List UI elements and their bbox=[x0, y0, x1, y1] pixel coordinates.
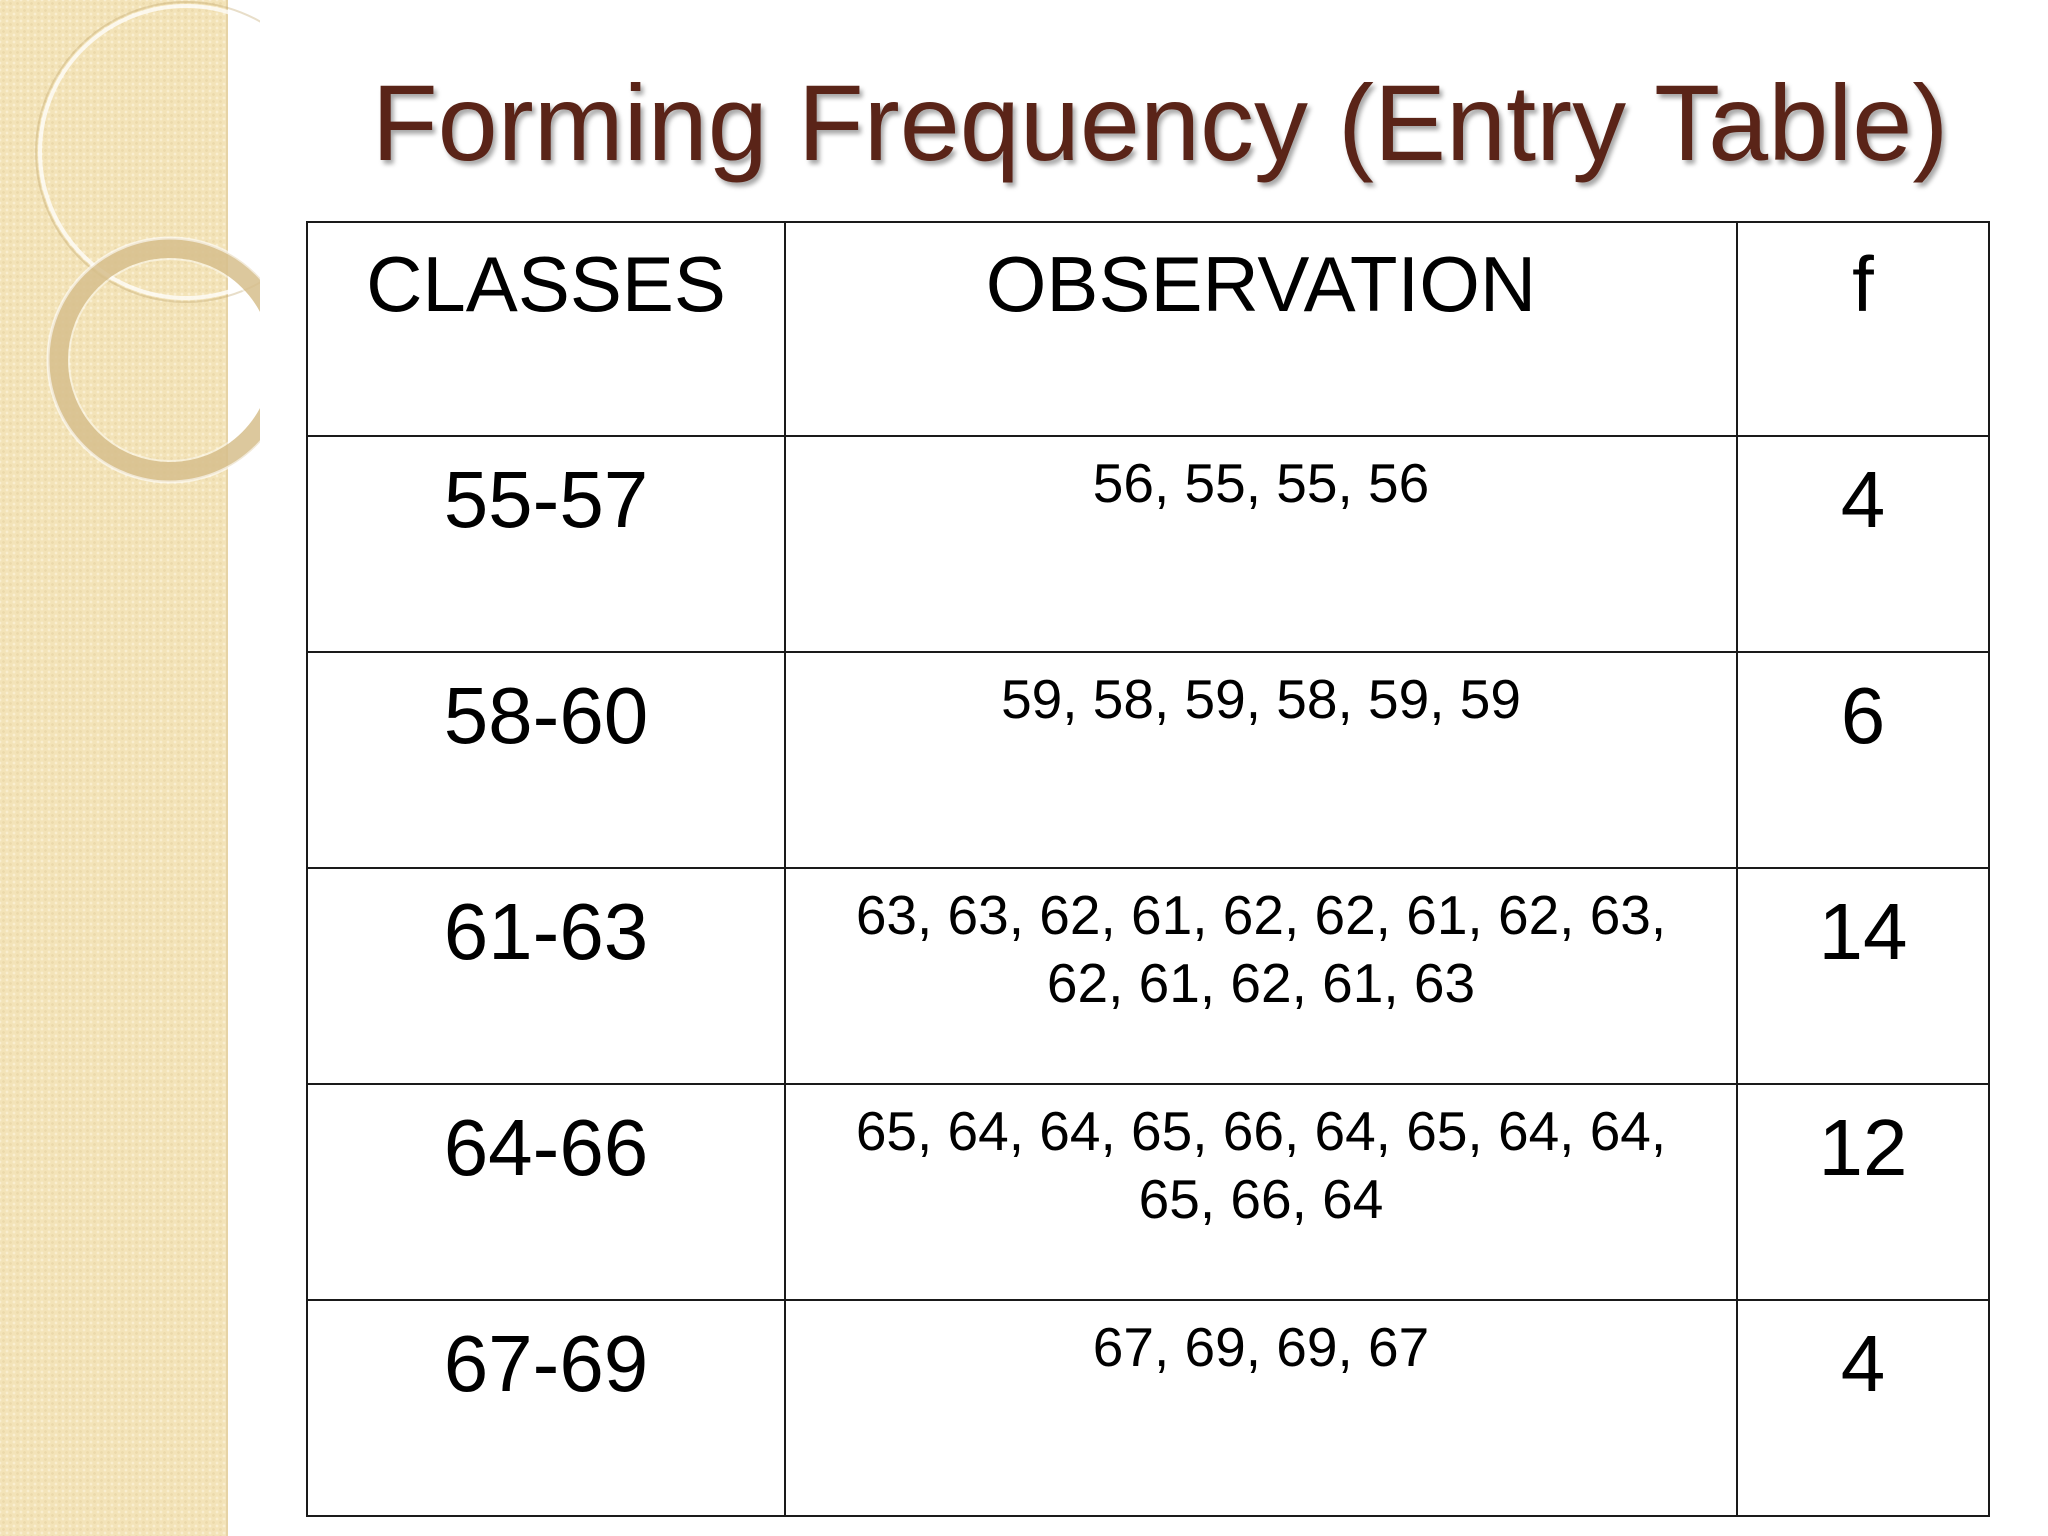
deco-ring-thick bbox=[48, 238, 260, 482]
frequency-table: CLASSES OBSERVATION f 55-57 56, 55, 55, … bbox=[306, 221, 1990, 1517]
class-cell: 58-60 bbox=[306, 651, 786, 869]
class-cell: 64-66 bbox=[306, 1083, 786, 1301]
table-row: 64-66 65, 64, 64, 65, 66, 64, 65, 64, 64… bbox=[306, 1083, 1990, 1301]
class-cell: 67-69 bbox=[306, 1299, 786, 1517]
frequency-cell: 6 bbox=[1736, 651, 1990, 869]
observation-cell: 59, 58, 59, 58, 59, 59 bbox=[784, 651, 1738, 869]
class-cell: 61-63 bbox=[306, 867, 786, 1085]
frequency-cell: 14 bbox=[1736, 867, 1990, 1085]
deco-ring-large-shadow bbox=[35, 1, 260, 303]
table-row: 58-60 59, 58, 59, 58, 59, 59 6 bbox=[306, 651, 1990, 869]
table-row: 55-57 56, 55, 55, 56 4 bbox=[306, 435, 1990, 653]
header-observation: OBSERVATION bbox=[784, 221, 1738, 437]
deco-ring-large bbox=[38, 4, 260, 300]
table-row: 67-69 67, 69, 69, 67 4 bbox=[306, 1299, 1990, 1517]
deco-ring-thick-inner bbox=[68, 258, 260, 462]
decorative-circles-graphic bbox=[35, 1, 260, 484]
class-cell: 55-57 bbox=[306, 435, 786, 653]
deco-ring-thick-highlight bbox=[46, 236, 260, 484]
header-classes: CLASSES bbox=[306, 221, 786, 437]
observation-cell: 56, 55, 55, 56 bbox=[784, 435, 1738, 653]
observation-cell: 63, 63, 62, 61, 62, 62, 61, 62, 63, 62, … bbox=[784, 867, 1738, 1085]
table-header-row: CLASSES OBSERVATION f bbox=[306, 221, 1990, 437]
header-frequency: f bbox=[1736, 221, 1990, 437]
frequency-cell: 4 bbox=[1736, 435, 1990, 653]
frequency-cell: 12 bbox=[1736, 1083, 1990, 1301]
frequency-cell: 4 bbox=[1736, 1299, 1990, 1517]
observation-cell: 65, 64, 64, 65, 66, 64, 65, 64, 64, 65, … bbox=[784, 1083, 1738, 1301]
table-row: 61-63 63, 63, 62, 61, 62, 62, 61, 62, 63… bbox=[306, 867, 1990, 1085]
observation-cell: 67, 69, 69, 67 bbox=[784, 1299, 1738, 1517]
slide-title: Forming Frequency (Entry Table) bbox=[371, 62, 1949, 183]
